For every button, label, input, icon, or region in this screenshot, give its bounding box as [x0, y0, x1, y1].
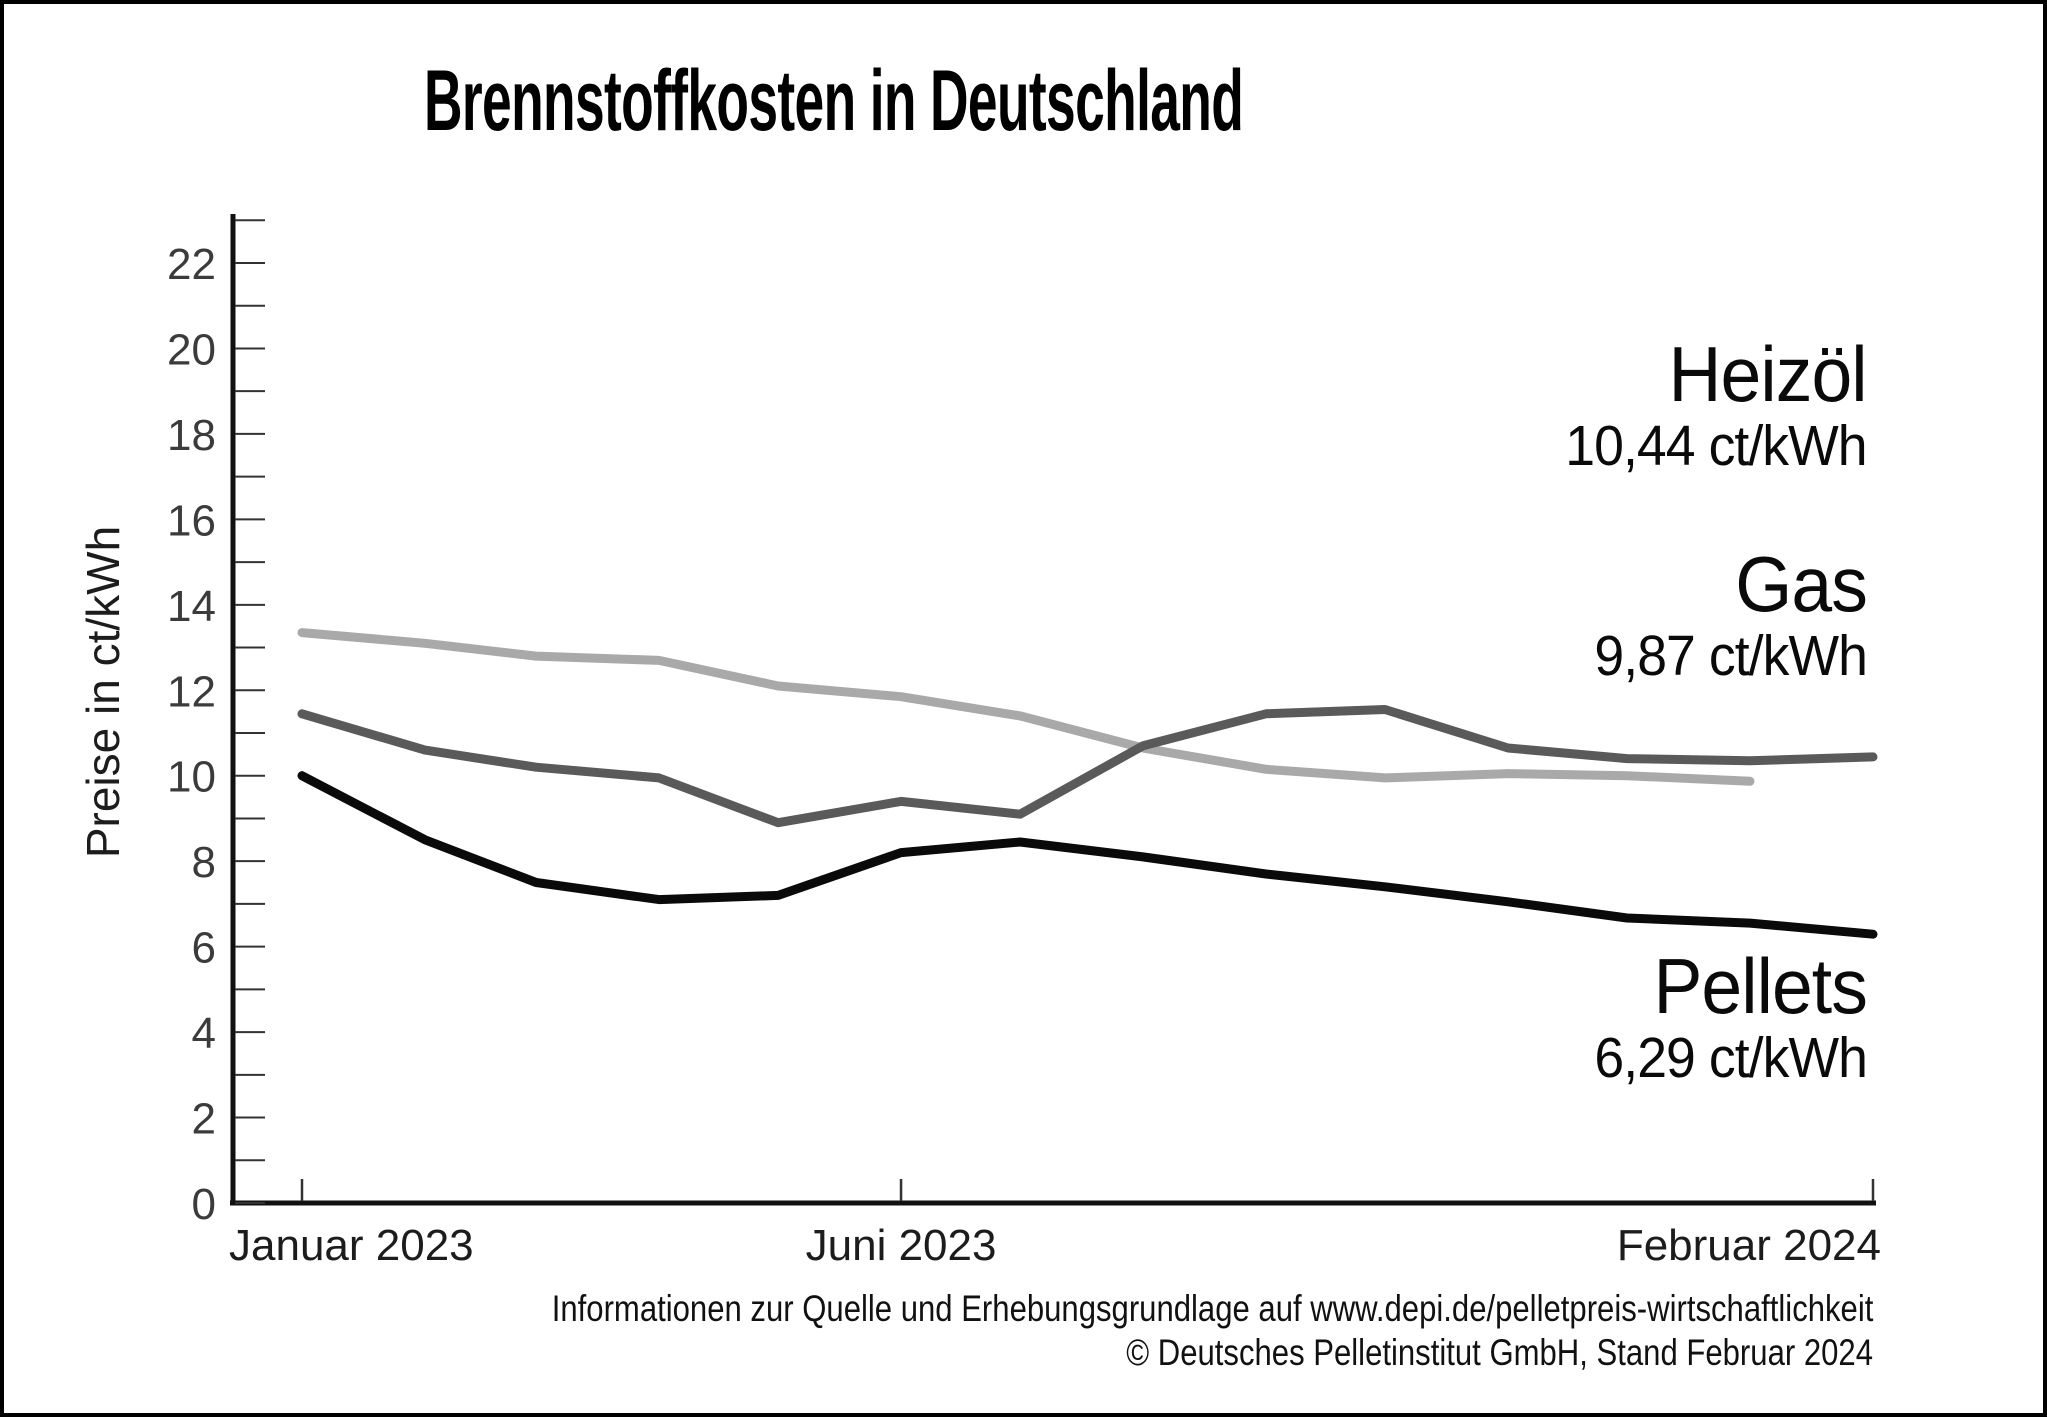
- footer-copyright: © Deutsches Pelletinstitut GmbH, Stand F…: [1126, 1332, 1873, 1373]
- page-title-wrap: Brennstoffkosten in Deutschland: [4, 52, 1664, 151]
- y-tick-label: 2: [192, 1095, 216, 1144]
- series-name-gas: Gas: [1735, 540, 1868, 628]
- series-line-heizoel: [297, 705, 1878, 828]
- y-tick-label: 4: [192, 1009, 216, 1058]
- y-tick-label: 22: [167, 240, 216, 289]
- y-tick-label: 12: [167, 667, 216, 716]
- series-label-gas: Gas 9,87 ct/kWh: [1594, 542, 1867, 686]
- series-line-pellets: [297, 771, 1878, 939]
- y-tick-label: 20: [167, 325, 216, 374]
- series-name-heizoel: Heizöl: [1668, 330, 1868, 418]
- y-tick-label: 6: [192, 924, 216, 973]
- y-axis-title: Preise in ct/kWh: [77, 525, 129, 859]
- y-tick-label: 16: [167, 496, 216, 545]
- x-tick-label: Januar 2023: [229, 1221, 474, 1270]
- y-tick-label: 10: [167, 753, 216, 802]
- series-label-heizoel: Heizöl 10,44 ct/kWh: [1565, 330, 1868, 478]
- y-tick-label: 14: [167, 582, 216, 631]
- series-value-heizoel: 10,44 ct/kWh: [1565, 414, 1868, 478]
- y-tick-label: 0: [192, 1180, 216, 1229]
- series-value-gas: 9,87 ct/kWh: [1594, 624, 1867, 688]
- series-line-gas: [297, 628, 1755, 786]
- footer-source-note: Informationen zur Quelle und Erhebungsgr…: [551, 1288, 1873, 1329]
- line-chart: 0 2 4 6 8 10 12 14 16 18 20 22 Januar 2023 Juni 2023 F…: [167, 214, 1881, 1270]
- y-tick-label: 8: [192, 838, 216, 887]
- y-tick-label: 18: [167, 411, 216, 460]
- series-label-pellets: Pellets 6,29 ct/kWh: [1594, 944, 1867, 1088]
- series-name-pellets: Pellets: [1653, 942, 1868, 1030]
- series-value-pellets: 6,29 ct/kWh: [1594, 1026, 1867, 1090]
- x-tick-label: Juni 2023: [806, 1221, 997, 1270]
- page-title: Brennstoffkosten in Deutschland: [424, 53, 1244, 149]
- x-tick-label: Februar 2024: [1617, 1221, 1881, 1270]
